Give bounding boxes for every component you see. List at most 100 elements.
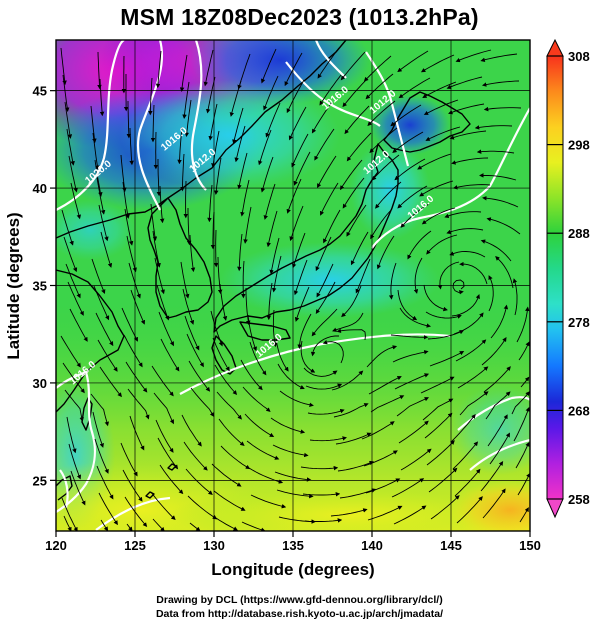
- streamline: [425, 126, 461, 141]
- streamline: [95, 312, 114, 347]
- streamline: [258, 129, 272, 166]
- streamline: [159, 464, 184, 495]
- streamline: [242, 386, 271, 412]
- streamline: [449, 251, 486, 258]
- streamline: [284, 52, 303, 87]
- streamline: [269, 237, 280, 275]
- streamline: [90, 105, 97, 144]
- streamline: [446, 228, 484, 235]
- streamline: [483, 106, 522, 112]
- streamline: [394, 158, 426, 181]
- streamline: [398, 420, 429, 444]
- streamline: [452, 441, 479, 470]
- streamline: [317, 155, 337, 189]
- streamline: [182, 81, 190, 120]
- streamline: [422, 398, 454, 421]
- streamline: [480, 53, 518, 62]
- y-tick-label: 40: [33, 181, 47, 196]
- streamline: [451, 294, 480, 317]
- streamline: [64, 389, 84, 422]
- streamline: [513, 406, 530, 442]
- y-axis-ticks: 25 30 35 40 45: [33, 84, 56, 488]
- streamline: [188, 360, 211, 392]
- streamline: [99, 78, 105, 117]
- streamline: [448, 103, 485, 115]
- streamline: [148, 77, 153, 116]
- streamline: [292, 232, 306, 269]
- streamline: [316, 263, 334, 298]
- streamline: [274, 471, 312, 482]
- streamline: [243, 206, 252, 244]
- streamline: [388, 262, 397, 300]
- streamline: [270, 417, 306, 434]
- x-tick-label: 150: [519, 538, 541, 553]
- streamline: [189, 522, 201, 531]
- streamline: [68, 443, 82, 480]
- x-tick-label: 125: [124, 538, 146, 553]
- streamline: [336, 328, 366, 341]
- streamline: [121, 307, 138, 342]
- streamline: [300, 340, 316, 373]
- x-tick-label: 135: [282, 538, 304, 553]
- streamline: [249, 341, 267, 376]
- streamline: [187, 495, 218, 520]
- streamline: [210, 310, 223, 347]
- streamline: [375, 181, 402, 209]
- streamline: [215, 517, 239, 531]
- streamline: [97, 339, 118, 372]
- streamline: [420, 54, 455, 73]
- streamline: [158, 311, 174, 347]
- streamline: [376, 235, 395, 270]
- streamline: [454, 468, 481, 497]
- streamline: [65, 263, 81, 299]
- streamline: [450, 414, 476, 443]
- streamline: [124, 208, 134, 246]
- streamline: [184, 315, 200, 351]
- streamline: [520, 376, 530, 388]
- coordinate-grid: [56, 40, 530, 531]
- streamline: [419, 180, 454, 197]
- streamline: [459, 261, 488, 285]
- colorbar-tick-label: 258: [568, 492, 590, 507]
- streamline: [455, 49, 492, 63]
- streamline: [304, 518, 343, 523]
- streamline: [495, 256, 514, 289]
- streamline: [94, 438, 109, 474]
- streamline: [339, 488, 377, 499]
- streamline: [93, 285, 110, 321]
- streamline: [476, 149, 515, 154]
- streamline: [286, 79, 305, 114]
- streamline: [126, 101, 132, 139]
- streamline: [96, 465, 114, 500]
- streamline: [186, 333, 204, 368]
- streamline: [94, 159, 103, 197]
- streamline: [370, 208, 393, 240]
- streamline: [480, 460, 504, 492]
- wind-streamlines: [60, 47, 530, 531]
- streamline: [127, 388, 150, 420]
- streamline: [398, 77, 431, 99]
- footer-credit-data: Data from http://database.rish.kyoto-u.a…: [155, 608, 444, 620]
- streamline: [518, 341, 530, 361]
- streamline: [423, 99, 459, 115]
- streamline: [350, 231, 369, 266]
- x-axis-label: Longitude (degrees): [211, 560, 374, 579]
- x-tick-label: 140: [361, 538, 383, 553]
- y-tick-label: 30: [33, 376, 47, 391]
- streamline: [330, 508, 368, 517]
- y-axis-label: Latitude (degrees): [4, 212, 23, 359]
- streamline: [367, 505, 403, 521]
- streamline: [208, 103, 218, 141]
- streamline: [488, 275, 494, 312]
- streamline: [218, 418, 245, 446]
- x-tick-label: 120: [45, 538, 67, 553]
- streamline: [92, 411, 104, 448]
- streamline: [303, 367, 338, 377]
- streamline: [150, 104, 156, 143]
- streamline: [294, 286, 310, 322]
- streamline: [92, 132, 100, 171]
- streamline: [153, 392, 174, 425]
- streamline: [183, 441, 208, 471]
- streamline: [70, 470, 86, 506]
